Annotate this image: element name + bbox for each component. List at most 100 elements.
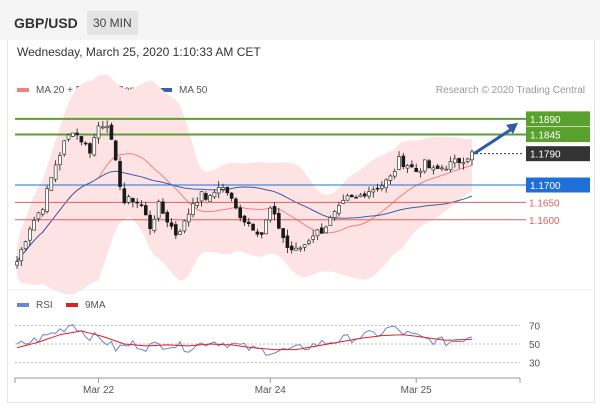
rsi-legend-label: RSI — [36, 300, 53, 311]
candle — [156, 201, 161, 219]
candle — [422, 159, 427, 172]
candle — [440, 167, 444, 170]
candle — [319, 227, 324, 234]
candle — [96, 125, 101, 139]
forecast-arrow-line — [473, 127, 513, 155]
instrument-name: GBP/USD — [14, 15, 78, 31]
candle — [311, 235, 315, 240]
candle — [324, 226, 328, 234]
candle — [448, 161, 453, 170]
x-tick-label: Mar 22 — [83, 385, 115, 396]
candle — [414, 167, 418, 172]
rsi-tick-50: 50 — [529, 340, 541, 351]
candle — [405, 165, 410, 169]
ma50-legend-swatch — [160, 88, 172, 92]
candle — [362, 193, 367, 197]
candle — [105, 125, 109, 129]
candle — [58, 155, 62, 166]
candle — [53, 164, 58, 180]
candle — [384, 179, 388, 189]
rsi-tick-30: 30 — [529, 359, 541, 370]
candle — [186, 213, 191, 223]
candle — [307, 240, 311, 244]
candle — [285, 235, 290, 248]
candle — [268, 207, 273, 221]
candles — [15, 120, 474, 269]
level-label-1.1700: 1.1700 — [530, 181, 561, 192]
candle — [71, 132, 75, 137]
x-tick-label: Mar 25 — [401, 385, 433, 396]
rsi-line — [16, 324, 473, 356]
candle — [28, 228, 32, 241]
ma9-legend-label: 9MA — [85, 300, 106, 311]
candle — [23, 241, 28, 250]
candle — [401, 155, 406, 167]
candle — [161, 201, 165, 214]
level-tag-1.1845 — [526, 127, 590, 143]
candle — [19, 249, 24, 262]
candle — [143, 205, 148, 216]
candle — [75, 132, 79, 135]
candle — [345, 195, 350, 201]
candle — [152, 218, 157, 232]
candle — [79, 136, 84, 143]
candle — [251, 223, 255, 231]
candle — [242, 215, 247, 223]
research-credit: Research © 2020 Trading Central — [435, 85, 585, 96]
chart-datetime: Wednesday, March 25, 2020 1:10:33 AM CET — [17, 45, 261, 59]
candle — [264, 219, 268, 235]
candle — [246, 221, 251, 225]
candle — [234, 198, 238, 209]
candle — [392, 171, 397, 177]
interval-selector[interactable]: 30 MIN — [87, 11, 138, 35]
candle — [453, 158, 457, 164]
candle — [118, 161, 122, 187]
level-tag-1.1790 — [526, 146, 590, 162]
candle — [397, 156, 401, 170]
candle — [341, 200, 346, 204]
candle — [470, 151, 474, 161]
rsi-legend-swatch — [17, 303, 29, 307]
x-tick-label: Mar 24 — [255, 385, 287, 396]
candle — [444, 168, 449, 171]
candle — [178, 231, 182, 235]
candle — [139, 204, 144, 207]
candle — [238, 207, 243, 219]
candle — [259, 232, 264, 235]
candle — [199, 191, 204, 202]
candle — [410, 164, 414, 168]
candle — [354, 196, 358, 199]
candle — [388, 175, 393, 181]
candle — [122, 188, 127, 204]
candle — [225, 186, 230, 194]
candle — [15, 261, 19, 266]
candle — [212, 191, 217, 198]
candle — [113, 140, 118, 161]
candle — [431, 167, 436, 171]
candle — [126, 196, 131, 203]
candle — [302, 244, 307, 248]
candle — [174, 224, 178, 236]
candle — [88, 143, 92, 154]
candle — [229, 192, 234, 199]
candle — [191, 203, 195, 216]
candle — [165, 212, 170, 223]
ma9-legend-swatch — [66, 303, 78, 307]
candle — [461, 162, 466, 165]
candle — [66, 134, 71, 140]
level-label-1.1845: 1.1845 — [530, 131, 561, 142]
candle — [148, 214, 152, 229]
candle — [135, 201, 139, 204]
candle — [380, 185, 384, 189]
candle — [195, 202, 200, 206]
candle — [418, 170, 423, 174]
candle — [315, 229, 320, 237]
candle — [204, 193, 208, 200]
candle — [328, 217, 333, 226]
candle — [371, 189, 376, 193]
candle — [289, 245, 294, 251]
candle — [255, 231, 260, 235]
candle — [435, 165, 440, 169]
ma50-line — [16, 170, 473, 262]
